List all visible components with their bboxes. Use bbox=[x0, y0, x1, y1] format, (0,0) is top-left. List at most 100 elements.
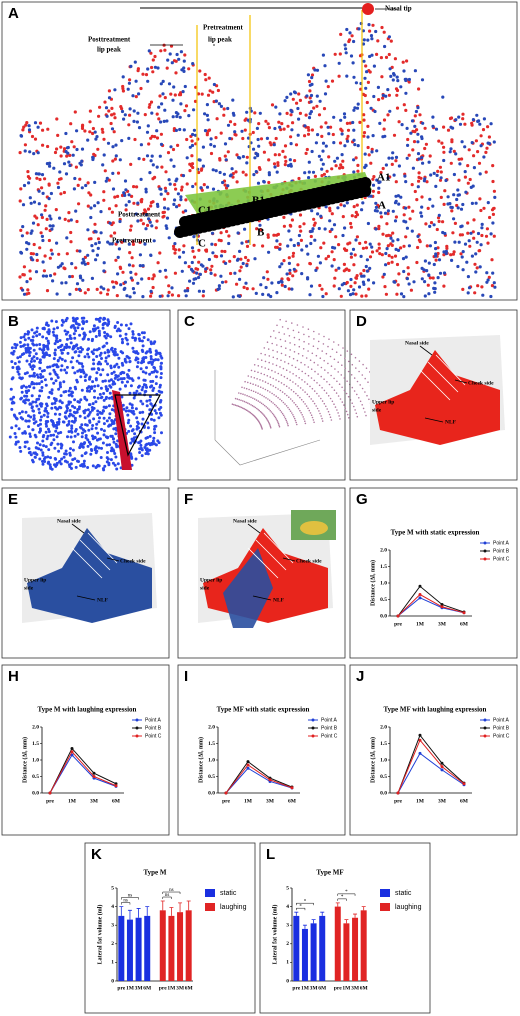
point bbox=[290, 786, 294, 790]
bar bbox=[168, 915, 175, 981]
x-tick-label: pre bbox=[159, 985, 167, 991]
legend-label: static bbox=[395, 890, 412, 897]
x-tick-label: 3M bbox=[438, 621, 447, 627]
significance-label: * bbox=[341, 895, 344, 900]
annotation: Upper lip bbox=[24, 577, 46, 583]
significance-bracket bbox=[162, 891, 181, 895]
panel-frame bbox=[349, 309, 518, 481]
x-tick-label: pre bbox=[394, 621, 402, 627]
x-tick-label: 6M bbox=[185, 985, 194, 991]
legend-label: Point C bbox=[145, 733, 162, 739]
legend-swatch bbox=[483, 549, 487, 553]
significance-bracket bbox=[337, 898, 347, 901]
legend-swatch bbox=[205, 903, 215, 911]
point-cloud bbox=[18, 23, 497, 298]
legend-label: Point A bbox=[145, 717, 162, 723]
bar bbox=[177, 912, 184, 981]
point bbox=[396, 614, 400, 618]
y-axis-label: Lateral fat volume (ml) bbox=[271, 905, 278, 965]
annotation: Pretreatment bbox=[112, 237, 152, 245]
x-tick-label: 1M bbox=[342, 985, 351, 991]
legend-swatch bbox=[483, 718, 487, 722]
annotation: Upper lip bbox=[200, 577, 222, 583]
legend-label: static bbox=[220, 890, 237, 897]
error-bar bbox=[294, 911, 299, 916]
y-tick-label: 1.5 bbox=[32, 741, 39, 747]
legend-label: Point A bbox=[493, 540, 510, 546]
bar bbox=[343, 923, 350, 981]
y-tick-label: 0.5 bbox=[380, 597, 387, 603]
significance-bracket bbox=[121, 897, 139, 900]
legend-label: Point C bbox=[321, 733, 338, 739]
error-bar bbox=[145, 906, 150, 916]
legend-swatch bbox=[483, 541, 487, 545]
annotation: C bbox=[198, 238, 206, 250]
point bbox=[246, 760, 250, 764]
axes bbox=[214, 370, 321, 466]
x-tick-label: pre bbox=[292, 985, 300, 991]
panel-label: H bbox=[8, 668, 19, 685]
significance-label: * bbox=[304, 899, 307, 904]
x-tick-label: 3M bbox=[90, 798, 99, 804]
x-tick-label: pre bbox=[117, 985, 125, 991]
point bbox=[246, 763, 250, 767]
panel-frame bbox=[349, 664, 518, 836]
point-cloud bbox=[19, 21, 497, 299]
y-tick-label: 0 bbox=[286, 978, 289, 984]
panel-frame bbox=[84, 842, 256, 1014]
error-bar bbox=[311, 919, 316, 924]
error-bar bbox=[169, 907, 174, 916]
arrows bbox=[419, 345, 468, 423]
y-tick-label: 3 bbox=[286, 922, 289, 928]
significance-bracket bbox=[296, 902, 314, 906]
annotation: lip peak bbox=[97, 46, 121, 54]
x-tick-label: 6M bbox=[112, 798, 121, 804]
bar bbox=[293, 915, 300, 981]
y-tick-label: 0.0 bbox=[380, 790, 387, 796]
legend-swatch bbox=[135, 718, 139, 722]
legend-label: Point B bbox=[493, 725, 510, 731]
point bbox=[246, 766, 250, 770]
legend-label: Point C bbox=[493, 733, 510, 739]
annotation: A bbox=[378, 200, 386, 212]
annotation: NLF bbox=[273, 597, 285, 603]
x-tick-label: 1M bbox=[244, 798, 253, 804]
point bbox=[440, 602, 444, 606]
x-tick-label: 1M bbox=[301, 985, 310, 991]
y-tick-label: 2 bbox=[286, 941, 289, 947]
point bbox=[224, 791, 228, 795]
surface-mesh bbox=[247, 532, 294, 579]
annotation: Cheek side bbox=[468, 380, 494, 386]
arrows bbox=[71, 523, 120, 601]
legend-swatch bbox=[380, 889, 390, 897]
annotation: B1 bbox=[252, 195, 265, 207]
significance-label: * bbox=[299, 904, 302, 909]
surface bbox=[27, 528, 152, 623]
annotation: Nasal side bbox=[57, 518, 81, 524]
point-cloud bbox=[8, 316, 164, 472]
point bbox=[70, 753, 74, 757]
y-axis-label: Lateral fat volume (ml) bbox=[96, 905, 103, 965]
panel-frame bbox=[259, 842, 431, 1014]
error-bar bbox=[302, 924, 307, 929]
point bbox=[418, 596, 422, 600]
series-line bbox=[49, 750, 117, 794]
x-tick-label: 3M bbox=[135, 985, 144, 991]
surface-mesh bbox=[71, 532, 118, 579]
bar bbox=[352, 917, 359, 981]
annotation: lip peak bbox=[208, 36, 232, 44]
surface bbox=[223, 548, 273, 628]
panel-frame bbox=[1, 487, 170, 659]
series-line bbox=[225, 767, 293, 794]
bar bbox=[301, 928, 308, 981]
x-tick-label: 1M bbox=[167, 985, 176, 991]
panel-label: J bbox=[356, 668, 364, 685]
legend-swatch bbox=[135, 734, 139, 738]
point bbox=[70, 746, 74, 750]
panel-label: E bbox=[8, 491, 18, 508]
bar bbox=[310, 923, 317, 981]
annotation: Posttreatment bbox=[88, 36, 131, 44]
point bbox=[70, 750, 74, 754]
triangle bbox=[114, 394, 161, 457]
